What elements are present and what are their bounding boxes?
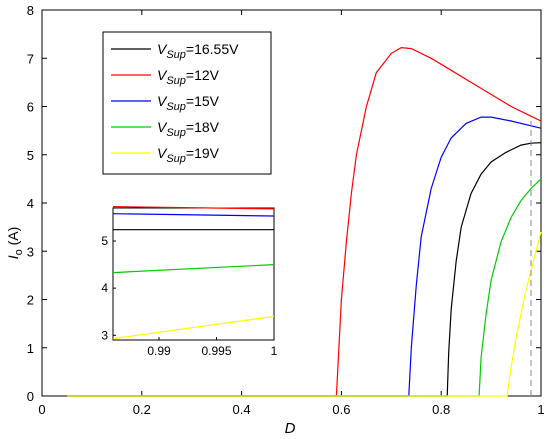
legend-label-main: V <box>157 93 168 109</box>
y-tick-label: 1 <box>27 341 34 356</box>
legend-label-4: VSup=19V <box>157 145 220 165</box>
legend-label-value: =18V <box>186 119 220 135</box>
series-line-0 <box>67 142 542 397</box>
inset-x-tick-label: 0.995 <box>201 344 231 358</box>
legend-label-value: =15V <box>186 93 220 109</box>
svg-text:Io (A): Io (A) <box>5 227 25 260</box>
x-axis-label: D <box>285 420 296 437</box>
inset-series-line-4 <box>112 315 275 340</box>
y-tick-label: 0 <box>27 389 34 404</box>
inset-y-tick-label: 5 <box>101 234 108 248</box>
series-line-3 <box>67 178 542 397</box>
y-axis-label: Io (A) <box>5 227 25 260</box>
y-tick-label: 5 <box>27 148 34 163</box>
series-line-4 <box>67 231 542 397</box>
series-line-1 <box>67 46 542 397</box>
legend-label-0: VSup=16.55V <box>157 41 239 61</box>
legend-label-sub: Sup <box>166 49 186 61</box>
y-tick-label: 4 <box>27 196 34 211</box>
inset-series-line-3 <box>112 264 275 274</box>
y-axis-label-unit: (A) <box>5 227 21 250</box>
inset-series-line-1 <box>112 206 275 210</box>
legend-label-value: =12V <box>186 67 220 83</box>
series-line-2 <box>67 116 542 397</box>
legend-label-sub: Sup <box>166 153 186 165</box>
legend: VSup=16.55VVSup=12VVSup=15VVSup=18VVSup=… <box>102 31 272 175</box>
y-tick-label: 3 <box>27 244 34 259</box>
legend-label-main: V <box>157 119 168 135</box>
legend-label-main: V <box>157 67 168 83</box>
legend-label-value: =19V <box>186 145 220 161</box>
y-axis-label-sub: o <box>13 249 25 255</box>
inset-y-tick-label: 4 <box>101 281 108 295</box>
legend-label-3: VSup=18V <box>157 119 220 139</box>
legend-label-1: VSup=12V <box>157 67 220 87</box>
inset-series-line-2 <box>112 213 275 217</box>
y-axis-label-main: I <box>5 255 21 259</box>
legend-label-sub: Sup <box>166 101 186 113</box>
main-plot: 0 0.2 0.4 0.6 0.8 1 0 1 2 3 4 5 6 7 8 <box>27 3 545 417</box>
legend-label-value: =16.55V <box>186 41 239 57</box>
legend-label-sub: Sup <box>166 75 186 87</box>
inset-plot: 0.99 0.995 1 3 4 5 <box>101 206 278 358</box>
legend-label-2: VSup=15V <box>157 93 220 113</box>
x-tick-label: 0.2 <box>133 402 151 417</box>
x-tick-label: 0.8 <box>432 402 450 417</box>
legend-label-sub: Sup <box>166 127 186 139</box>
x-tick-label: 1 <box>537 402 544 417</box>
y-tick-label: 2 <box>27 293 34 308</box>
legend-box <box>102 31 272 175</box>
legend-label-main: V <box>157 145 168 161</box>
inset-x-tick-label: 0.99 <box>147 344 171 358</box>
inset-x-tick-label: 1 <box>271 344 278 358</box>
x-tick-label: 0.4 <box>233 402 251 417</box>
x-tick-label: 0 <box>38 402 45 417</box>
inset-y-tick-label: 3 <box>101 328 108 342</box>
y-tick-label: 6 <box>27 100 34 115</box>
legend-label-main: V <box>157 41 168 57</box>
y-tick-label: 7 <box>27 51 34 66</box>
x-tick-label: 0.6 <box>332 402 350 417</box>
y-tick-label: 8 <box>27 3 34 18</box>
